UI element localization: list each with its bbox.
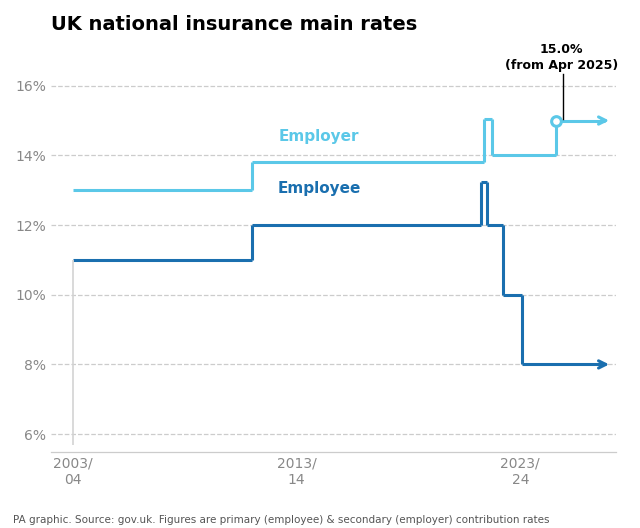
Text: Employer: Employer xyxy=(279,129,359,144)
Text: UK national insurance main rates: UK national insurance main rates xyxy=(51,15,417,34)
Text: PA graphic. Source: gov.uk. Figures are primary (employee) & secondary (employer: PA graphic. Source: gov.uk. Figures are … xyxy=(13,515,549,525)
Text: Employee: Employee xyxy=(277,181,361,196)
Text: 15.0%
(from Apr 2025): 15.0% (from Apr 2025) xyxy=(505,43,618,72)
